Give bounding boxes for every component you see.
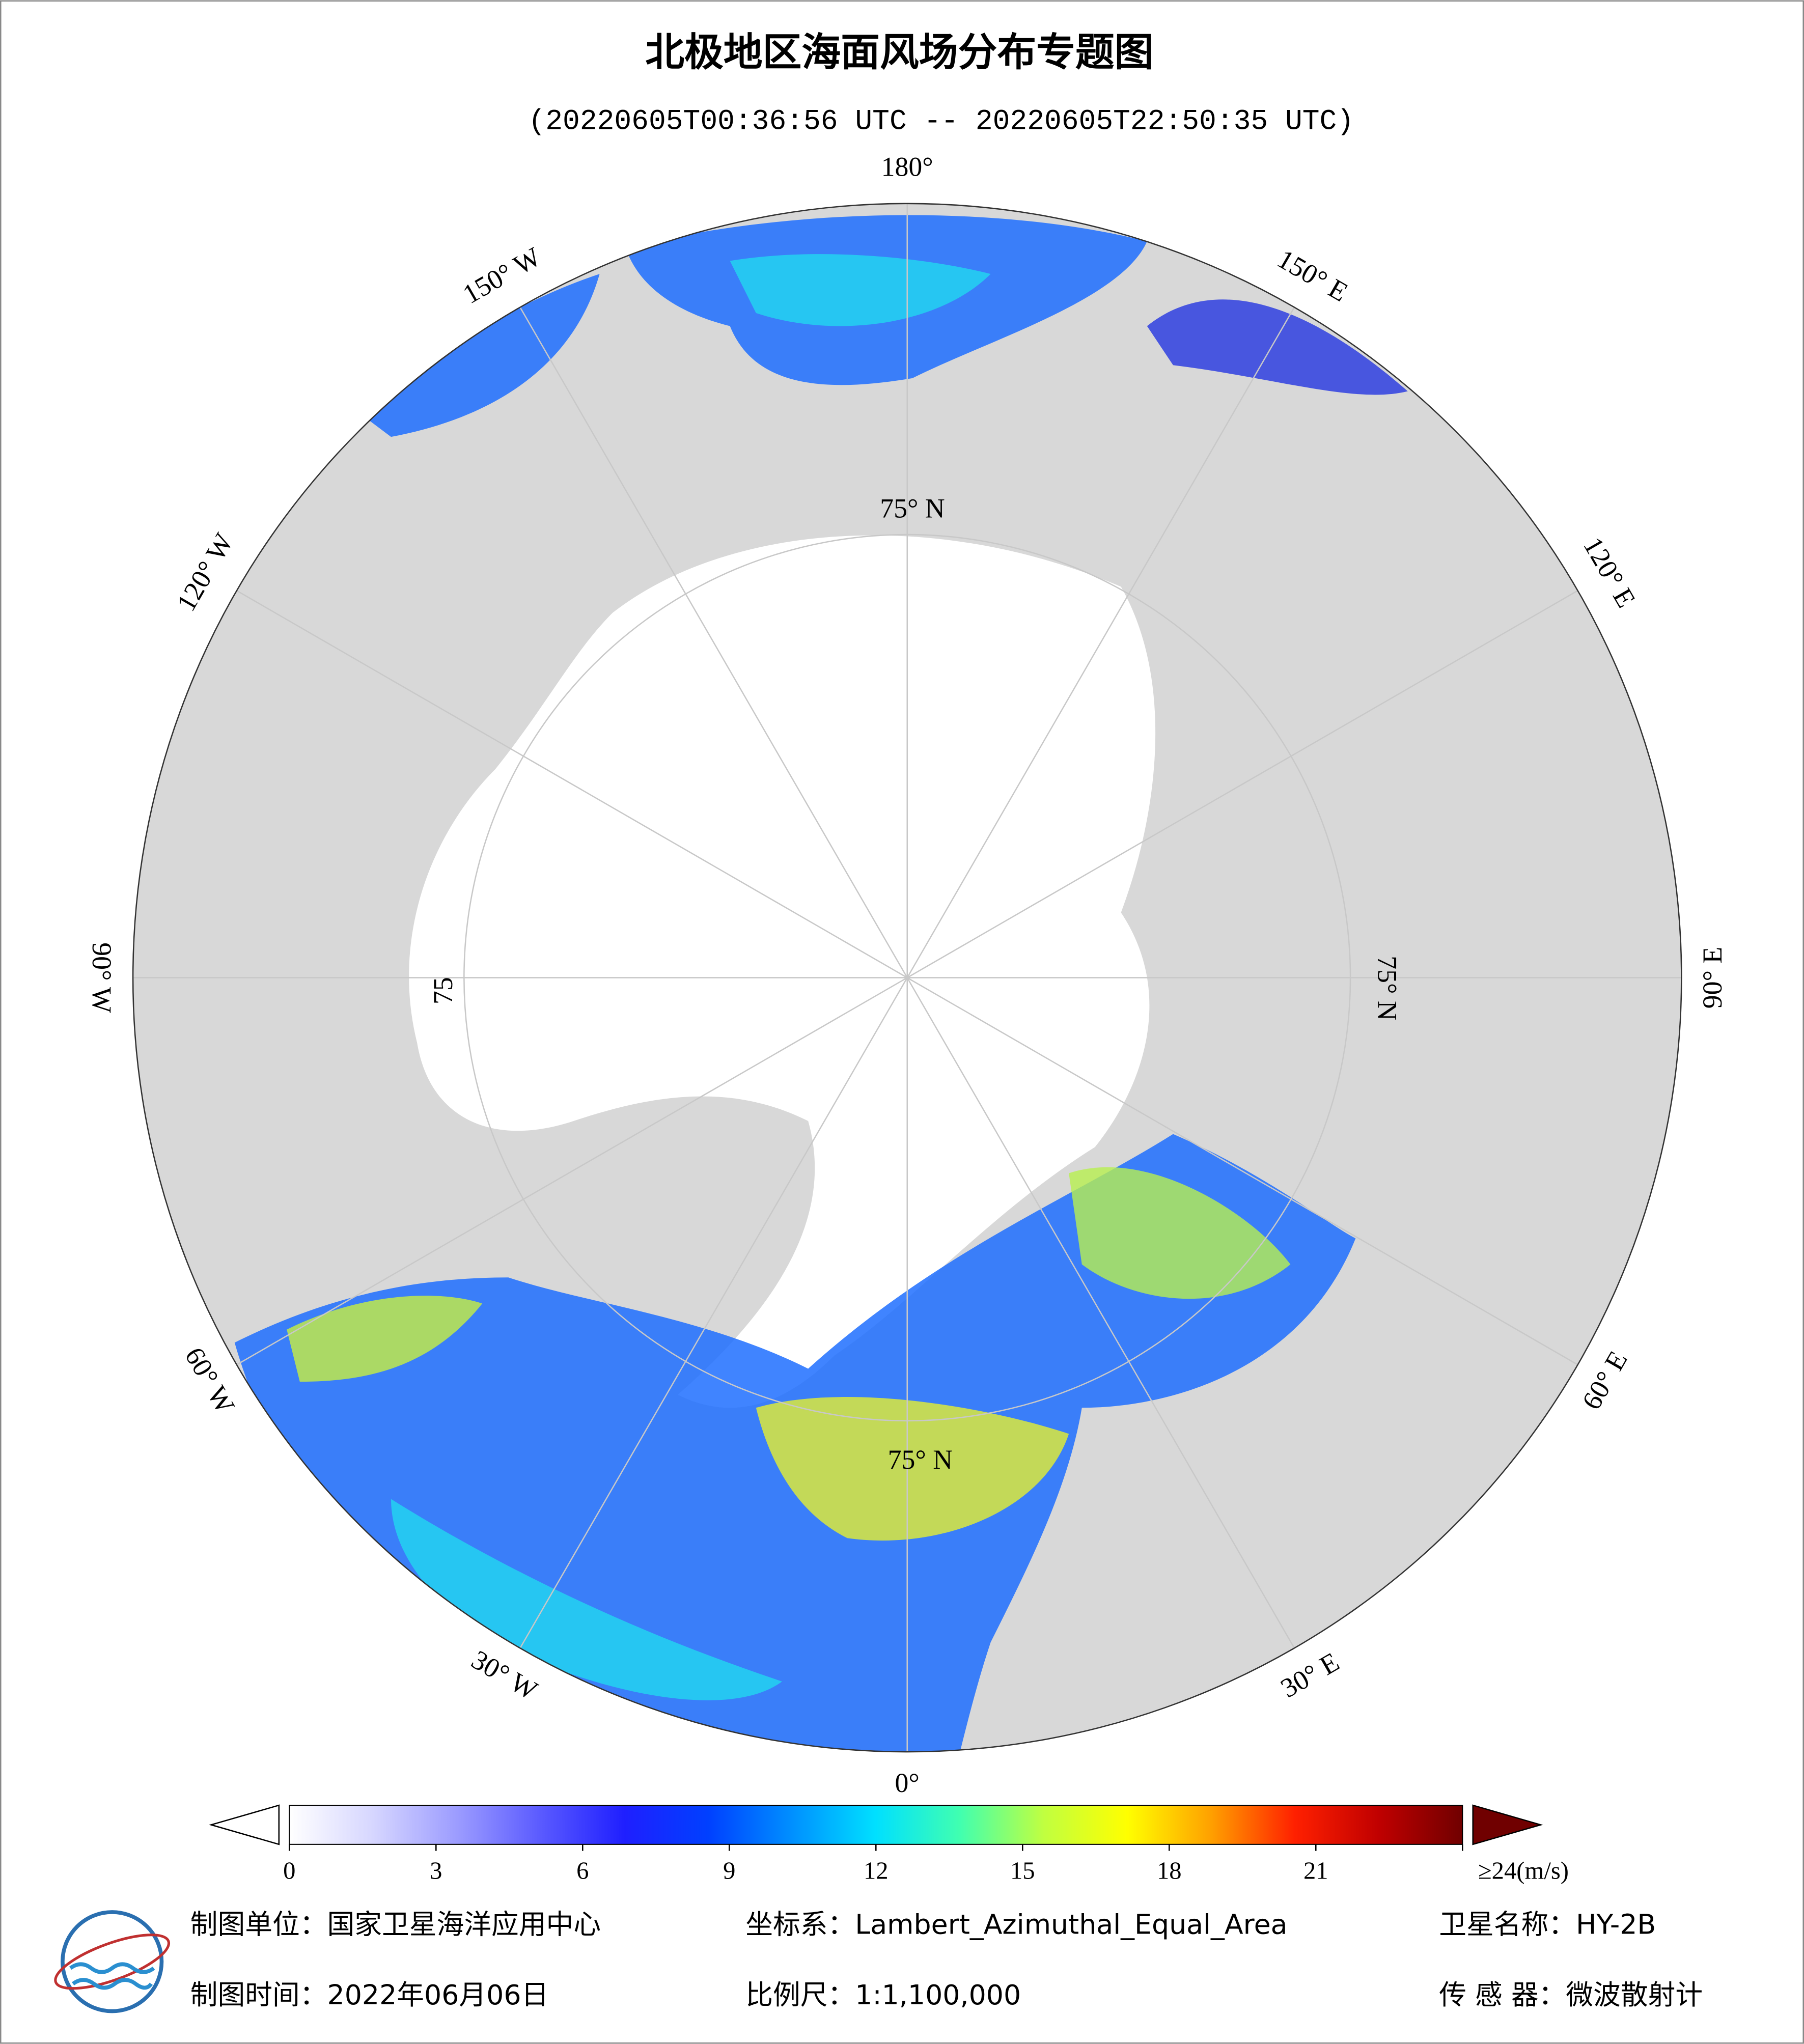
colorbar-tick-label: 9 xyxy=(723,1857,735,1884)
longitude-label: 0° xyxy=(895,1768,920,1798)
meridian xyxy=(907,977,1578,1365)
wind-high xyxy=(287,1296,483,1382)
subtitle: (20220605T00:36:56 UTC -- 20220605T22:50… xyxy=(528,105,1354,137)
colorbar-bar xyxy=(289,1805,1463,1845)
colorbar-tick-label: ≥24(m/s) xyxy=(1478,1857,1569,1884)
longitude-label: 180° xyxy=(881,152,933,182)
meridian xyxy=(906,306,1295,978)
colorbar-tick-label: 12 xyxy=(864,1857,889,1884)
latitude-label: 75° N xyxy=(880,493,945,523)
meridian xyxy=(236,590,908,978)
meridian xyxy=(519,977,908,1648)
longitude-label: 90° W xyxy=(87,942,117,1013)
wind-field-okhotsk xyxy=(1147,299,1408,395)
meridian xyxy=(906,977,1295,1648)
map-border xyxy=(132,203,1682,1753)
meridian xyxy=(519,306,908,978)
colorbar: 0 3 6 9 12 15 18 21 ≥24(m/s) xyxy=(209,1804,1569,1884)
colorbar-under xyxy=(209,1804,280,1845)
colorbar-tick-label: 21 xyxy=(1303,1857,1328,1884)
longitude-label: 90° E xyxy=(1697,947,1728,1009)
wind-mid xyxy=(391,1499,782,1700)
wind-high xyxy=(1069,1167,1291,1299)
meridian xyxy=(236,977,908,1365)
latitude-label: 75° N xyxy=(888,1444,953,1475)
meridian xyxy=(907,590,1578,978)
title: 北极地区海面风场分布专题图 xyxy=(645,30,1153,75)
wind-field-alaska xyxy=(365,274,600,437)
colorbar-over xyxy=(1472,1804,1543,1845)
footer-unit: 制图单位：国家卫星海洋应用中心 xyxy=(190,1909,601,1941)
footer-crs: 坐标系：Lambert_Azimuthal_Equal_Area xyxy=(745,1909,1287,1941)
footer-date: 制图时间：2022年06月06日 xyxy=(190,1979,549,2011)
colorbar-tick-label: 15 xyxy=(1010,1857,1035,1884)
footer-satellite: 卫星名称：HY-2B xyxy=(1439,1909,1656,1941)
colorbar-tick-label: 0 xyxy=(283,1857,295,1884)
footer-scale: 比例尺：1:1,100,000 xyxy=(745,1979,1021,2011)
colorbar-tick-label: 6 xyxy=(576,1857,589,1884)
latitude-label: 75 xyxy=(428,977,458,1004)
colorbar-tick-label: 18 xyxy=(1157,1857,1182,1884)
wind-mid xyxy=(730,254,991,326)
colorbar-tick-label: 3 xyxy=(430,1857,442,1884)
arctic-ocean xyxy=(409,535,1156,1408)
graticule xyxy=(133,203,1682,1752)
emblem xyxy=(54,1910,171,2013)
wind-high xyxy=(756,1397,1069,1541)
footer-sensor: 传 感 器：微波散射计 xyxy=(1439,1979,1703,2011)
latitude-label: 75° N xyxy=(1372,956,1402,1021)
